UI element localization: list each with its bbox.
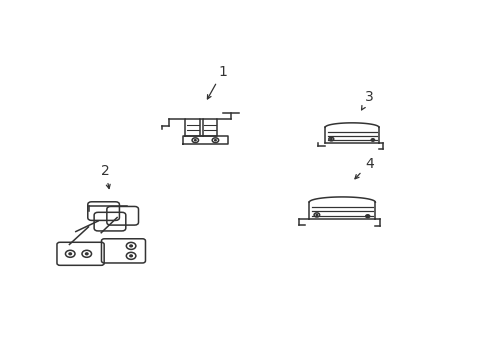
Circle shape — [130, 255, 132, 257]
Circle shape — [330, 139, 331, 140]
Circle shape — [194, 140, 196, 141]
Circle shape — [365, 215, 369, 218]
Text: 1: 1 — [207, 65, 226, 99]
Text: 2: 2 — [101, 164, 110, 189]
Circle shape — [85, 253, 88, 255]
Circle shape — [214, 140, 216, 141]
Circle shape — [315, 214, 317, 216]
Circle shape — [130, 245, 132, 247]
Circle shape — [69, 253, 71, 255]
Text: 4: 4 — [354, 157, 373, 179]
Text: 3: 3 — [361, 90, 373, 110]
Circle shape — [370, 139, 374, 141]
